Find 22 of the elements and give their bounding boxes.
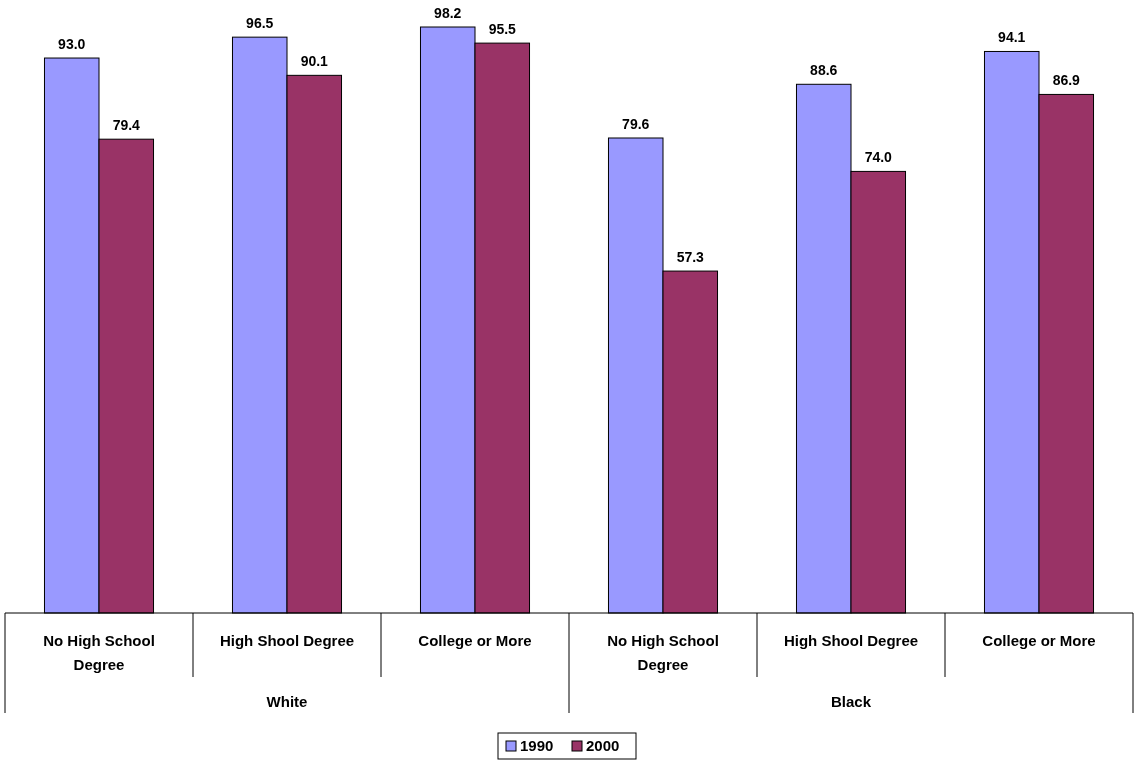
data-label: 79.4: [112, 117, 141, 134]
legend-label: 1990: [520, 737, 554, 754]
x-tick-label: College or More: [418, 632, 532, 649]
x-tick-label: No High School Degree: [607, 632, 719, 673]
data-label: 93.0: [58, 36, 86, 53]
text: White: [266, 693, 308, 710]
x-tick-label: High Shool Degree: [219, 632, 355, 649]
data-label: 98.2: [434, 5, 462, 21]
data-label: 79.6: [622, 115, 650, 132]
x-tick-label: High Shool Degree: [783, 632, 919, 649]
data-label: 74.0: [864, 149, 893, 166]
data-label: 57.3: [676, 249, 705, 266]
data-label: 96.5: [246, 15, 274, 32]
legend-label: 2000: [586, 737, 620, 754]
text: Black: [830, 693, 872, 710]
data-label: 90.1: [300, 53, 329, 70]
data-label: 86.9: [1052, 72, 1081, 89]
data-label: 95.5: [488, 21, 517, 38]
x-tick-label: No High School Degree: [43, 632, 155, 673]
data-label: 88.6: [810, 62, 838, 79]
x-tick-label: College or More: [982, 632, 1096, 649]
data-label: 94.1: [998, 29, 1026, 46]
